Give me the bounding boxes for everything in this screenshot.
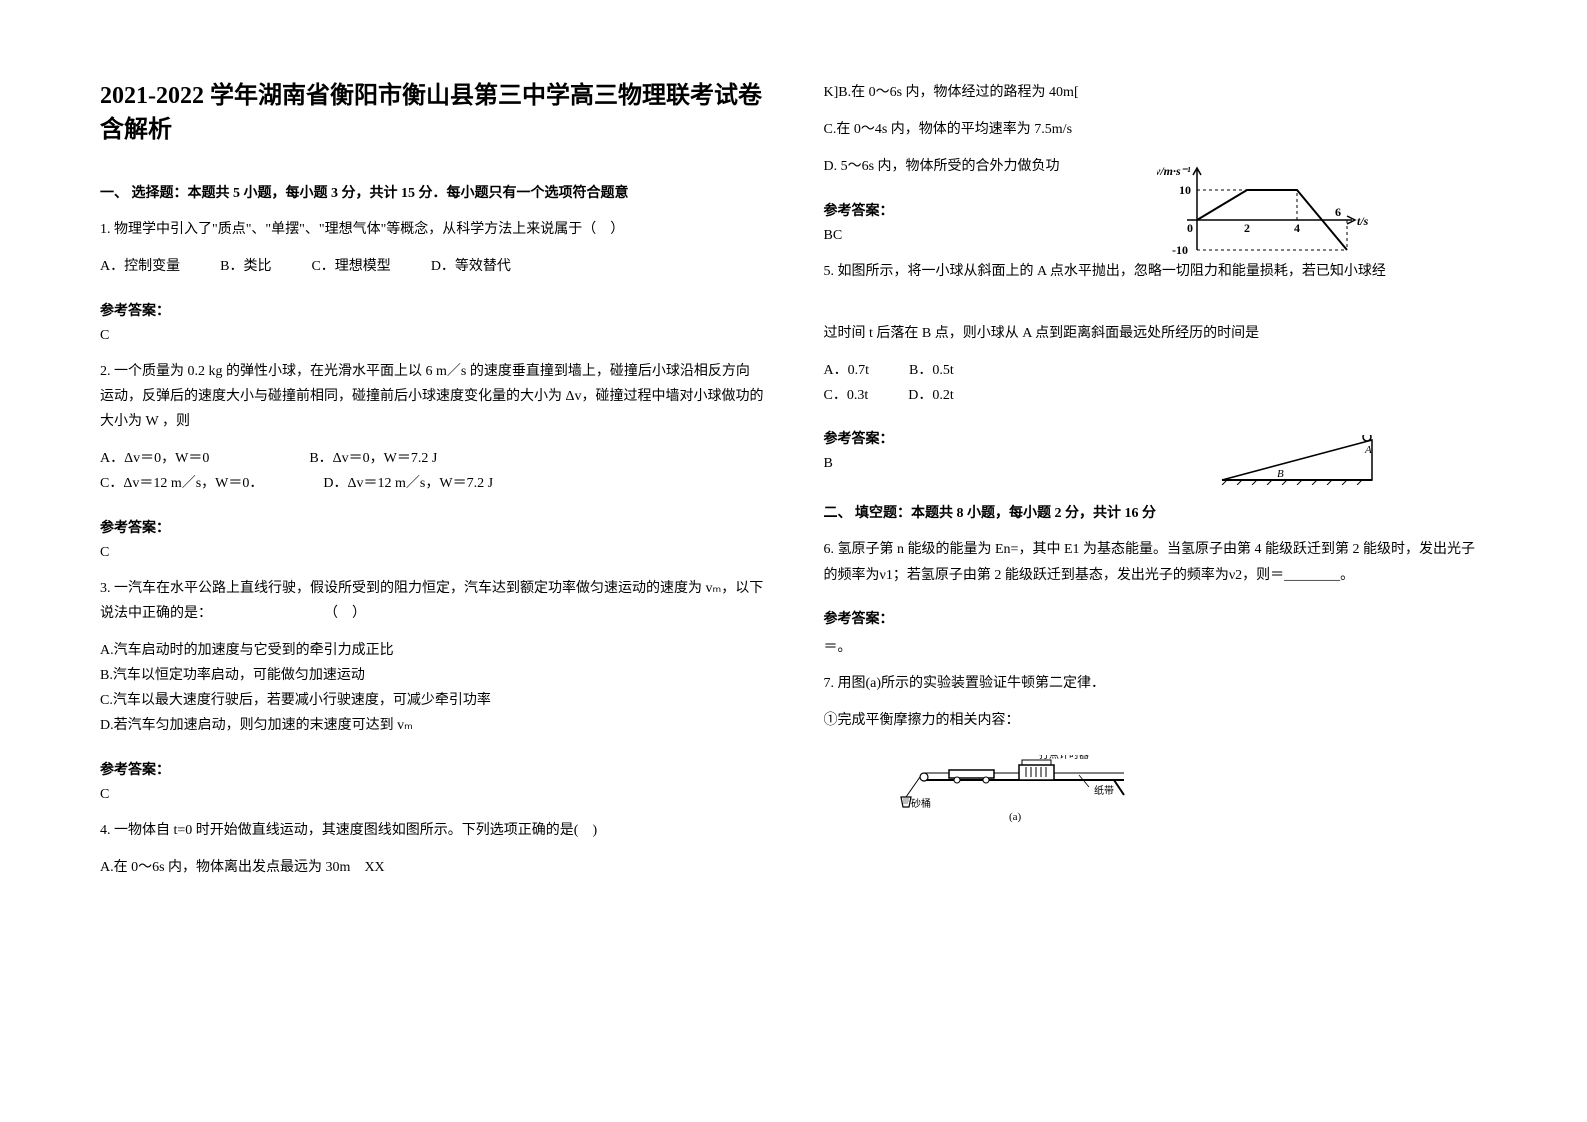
slope-svg: A B bbox=[1217, 435, 1377, 485]
svg-text:v/m·s⁻¹: v/m·s⁻¹ bbox=[1157, 164, 1191, 178]
q5-opt-c: C．0.3t bbox=[824, 383, 869, 408]
q4-opt-c: C.在 0～4s 内，物体的平均速率为 7.5m/s bbox=[824, 117, 1488, 142]
q6-answer-label: 参考答案： bbox=[824, 608, 1488, 628]
q4-opt-d: D. 5～6s 内，物体所受的合外力做负功 bbox=[824, 154, 1488, 179]
section-1-header: 一、 选择题：本题共 5 小题，每小题 3 分，共计 15 分．每小题只有一个选… bbox=[100, 182, 764, 202]
question-3: 3. 一汽车在水平公路上直线行驶，假设所受到的阻力恒定，汽车达到额定功率做匀速运… bbox=[100, 576, 764, 626]
question-7-sub1: ①完成平衡摩擦力的相关内容： bbox=[824, 708, 1488, 733]
svg-text:B: B bbox=[1277, 468, 1284, 480]
question-3-options: A.汽车启动时的加速度与它受到的牵引力成正比 B.汽车以恒定功率启动，可能做匀加… bbox=[100, 638, 764, 739]
question-6: 6. 氢原子第 n 能级的能量为 En=，其中 E1 为基态能量。当氢原子由第 … bbox=[824, 537, 1488, 587]
paper-label: 纸带 bbox=[1094, 784, 1114, 797]
svg-text:6: 6 bbox=[1335, 205, 1341, 219]
q3-answer: C bbox=[100, 787, 764, 803]
right-column: v/m·s⁻¹ t/s 10 0 -10 2 4 6 K]B.在 0～6s 内，… bbox=[824, 80, 1488, 1062]
question-7: 7. 用图(a)所示的实验装置验证牛顿第二定律． bbox=[824, 671, 1488, 696]
q2-opt-d: D．Δv＝12 m／s，W＝7.2 J bbox=[323, 471, 493, 496]
svg-text:4: 4 bbox=[1294, 221, 1300, 235]
q4-opt-b: K]B.在 0～6s 内，物体经过的路程为 40m[ bbox=[824, 80, 1488, 105]
apparatus-svg: 打点计时器 纸带 砂桶 (a) bbox=[894, 755, 1174, 825]
q3-answer-label: 参考答案： bbox=[100, 759, 764, 779]
q3-opt-b: B.汽车以恒定功率启动，可能做匀加速运动 bbox=[100, 663, 764, 688]
exam-title: 2021-2022 学年湖南省衡阳市衡山县第三中学高三物理联考试卷含解析 bbox=[100, 80, 764, 147]
q1-opt-b: B．类比 bbox=[220, 254, 271, 279]
svg-text:-10: -10 bbox=[1172, 243, 1188, 257]
section-2-header: 二、 填空题：本题共 8 小题，每小题 2 分，共计 16 分 bbox=[824, 502, 1488, 522]
q3-opt-c: C.汽车以最大速度行驶后，若要减小行驶速度，可减少牵引功率 bbox=[100, 688, 764, 713]
q2-opt-b: B．Δv＝0，W＝7.2 J bbox=[309, 446, 437, 471]
q5-opt-a: A．0.7t bbox=[824, 358, 870, 383]
bucket-label: 砂桶 bbox=[911, 797, 931, 810]
q3-opt-a: A.汽车启动时的加速度与它受到的牵引力成正比 bbox=[100, 638, 764, 663]
q2-opt-c: C．Δv＝12 m／s，W＝0． bbox=[100, 471, 263, 496]
q3-opt-d: D.若汽车匀加速启动，则匀加速的末速度可达到 vₘ bbox=[100, 713, 764, 738]
q1-opt-c: C．理想模型 bbox=[311, 254, 390, 279]
question-4: 4. 一物体自 t=0 时开始做直线运动，其速度图线如图所示。下列选项正确的是(… bbox=[100, 818, 764, 843]
left-column: 2021-2022 学年湖南省衡阳市衡山县第三中学高三物理联考试卷含解析 一、 … bbox=[100, 80, 764, 1062]
question-5-part1: 5. 如图所示，将一小球从斜面上的 A 点水平抛出，忽略一切阻力和能量损耗，若已… bbox=[824, 259, 1488, 284]
timer-label: 打点计时器 bbox=[1039, 755, 1089, 761]
q5-opt-b: B．0.5t bbox=[909, 358, 954, 383]
q4-answer-label: 参考答案： bbox=[824, 200, 1488, 220]
chart-svg: v/m·s⁻¹ t/s 10 0 -10 2 4 6 bbox=[1157, 160, 1377, 270]
q2-answer-label: 参考答案： bbox=[100, 517, 764, 537]
svg-text:t/s: t/s bbox=[1357, 214, 1369, 228]
question-1-options: A．控制变量 B．类比 C．理想模型 D．等效替代 bbox=[100, 254, 764, 279]
question-5-options: A．0.7t B．0.5t C．0.3t D．0.2t bbox=[824, 358, 1488, 408]
q2-answer: C bbox=[100, 545, 764, 561]
svg-text:0: 0 bbox=[1187, 221, 1193, 235]
q5-answer-label: 参考答案： bbox=[824, 428, 1488, 448]
svg-text:10: 10 bbox=[1179, 183, 1191, 197]
svg-text:2: 2 bbox=[1244, 221, 1250, 235]
q4-answer: BC bbox=[824, 228, 1488, 244]
velocity-chart: v/m·s⁻¹ t/s 10 0 -10 2 4 6 bbox=[1157, 160, 1377, 275]
question-5-part2: 过时间 t 后落在 B 点，则小球从 A 点到距离斜面最远处所经历的时间是 bbox=[824, 321, 1488, 346]
q1-answer: C bbox=[100, 328, 764, 344]
slope-diagram: A B bbox=[1217, 435, 1377, 490]
apparatus-diagram: 打点计时器 纸带 砂桶 (a) bbox=[894, 755, 1488, 830]
question-1: 1. 物理学中引入了"质点"、"单摆"、"理想气体"等概念，从科学方法上来说属于… bbox=[100, 217, 764, 242]
q6-answer: ＝。 bbox=[824, 636, 1488, 656]
q1-answer-label: 参考答案： bbox=[100, 300, 764, 320]
q1-opt-d: D．等效替代 bbox=[431, 254, 511, 279]
q4-opt-a: A.在 0～6s 内，物体离出发点最远为 30m XX bbox=[100, 855, 764, 880]
svg-text:A: A bbox=[1364, 444, 1372, 456]
q5-answer: B bbox=[824, 456, 1488, 472]
q2-opt-a: A．Δv＝0，W＝0 bbox=[100, 446, 209, 471]
q1-opt-a: A．控制变量 bbox=[100, 254, 180, 279]
q5-opt-d: D．0.2t bbox=[908, 383, 954, 408]
question-2-options: A．Δv＝0，W＝0 B．Δv＝0，W＝7.2 J C．Δv＝12 m／s，W＝… bbox=[100, 446, 764, 496]
apparatus-caption: (a) bbox=[1009, 811, 1022, 823]
question-2: 2. 一个质量为 0.2 kg 的弹性小球，在光滑水平面上以 6 m／s 的速度… bbox=[100, 359, 764, 435]
